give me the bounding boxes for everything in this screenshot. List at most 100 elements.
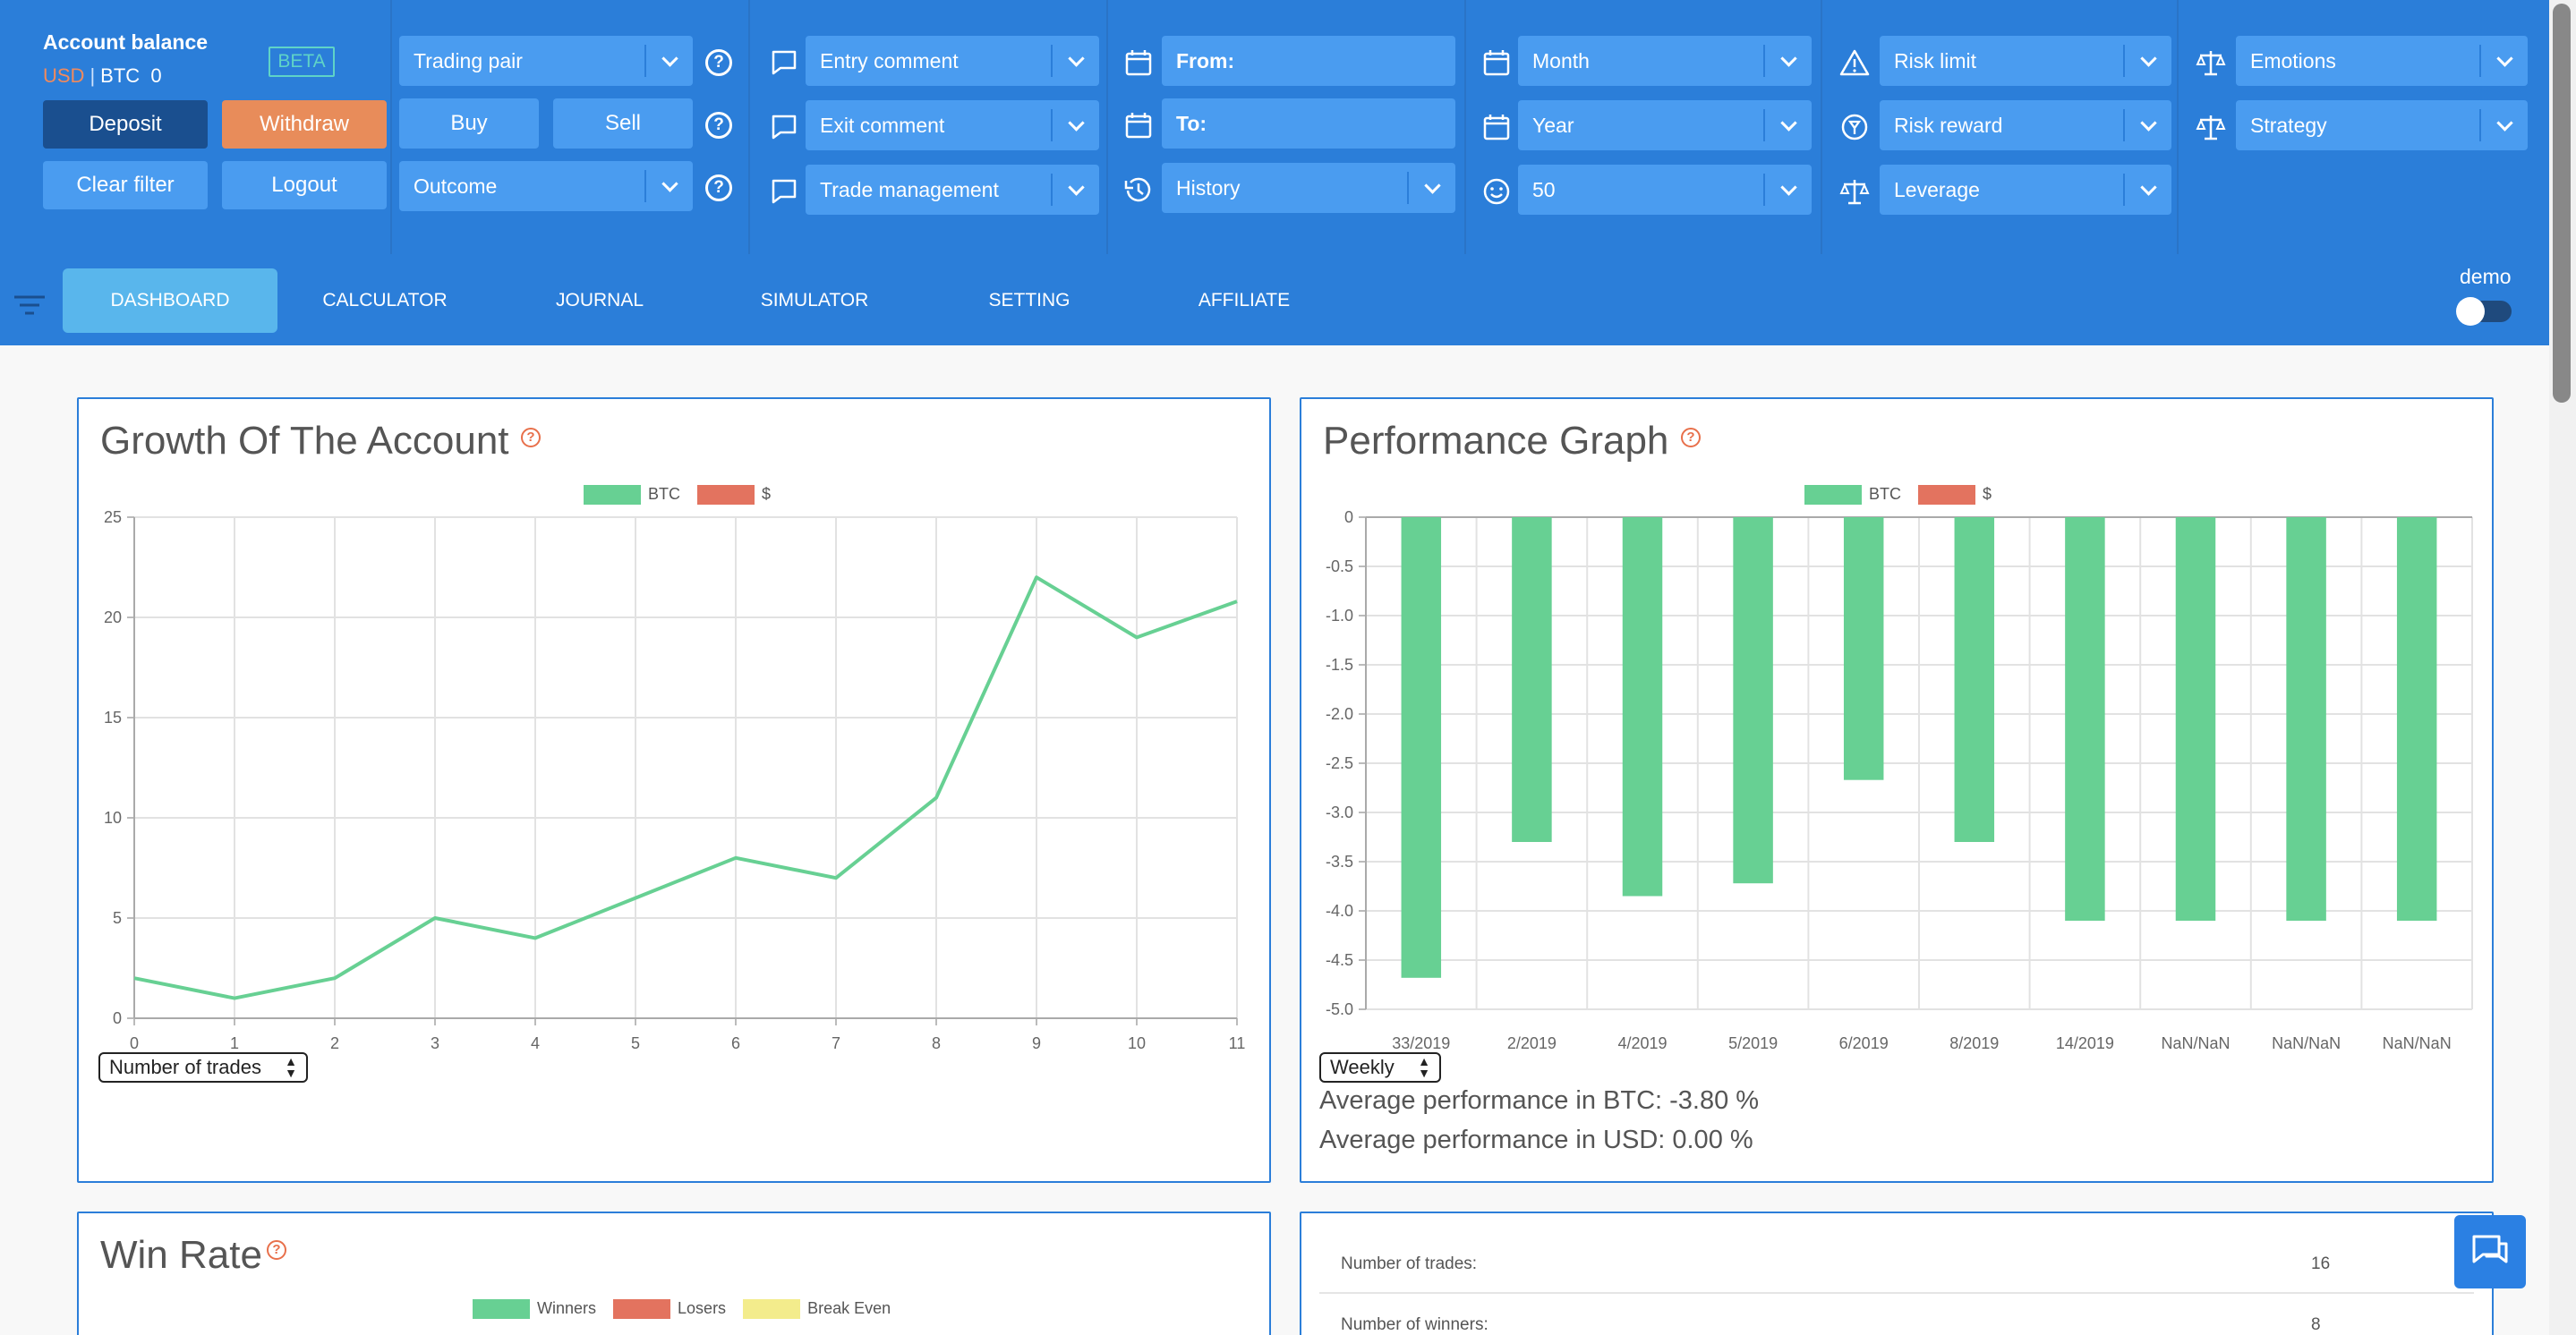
- legend-item-btc[interactable]: BTC: [1804, 485, 1901, 506]
- chat-button[interactable]: [2454, 1215, 2526, 1288]
- emotions-select[interactable]: Emotions: [2236, 36, 2528, 86]
- exit-comment-select[interactable]: Exit comment: [806, 100, 1099, 150]
- growth-mode-select[interactable]: Number of trades ▲ ▼: [98, 1052, 308, 1083]
- year-label: Year: [1532, 114, 1574, 137]
- year-select[interactable]: Year: [1518, 100, 1812, 150]
- performance-period-select[interactable]: Weekly ▲ ▼: [1319, 1052, 1441, 1083]
- performance-legend: BTC $: [1804, 485, 2004, 506]
- select-arrows-icon: ▲ ▼: [285, 1054, 297, 1080]
- performance-period-label: Weekly: [1330, 1056, 1395, 1078]
- chevron-down-icon: [1051, 45, 1099, 77]
- y-tick-label: -1.5: [1326, 656, 1353, 674]
- scrollbar-thumb[interactable]: [2553, 4, 2571, 403]
- tab-dashboard[interactable]: DASHBOARD: [63, 268, 277, 333]
- x-tick-label: 4/2019: [1617, 1034, 1667, 1052]
- risk-reward-icon: [1838, 111, 1871, 143]
- count-select[interactable]: 50: [1518, 165, 1812, 215]
- legend-label-btc: BTC: [1869, 485, 1901, 503]
- y-tick-label: -1.0: [1326, 607, 1353, 625]
- btc-series-line: [133, 575, 1238, 1000]
- from-date-input[interactable]: From:: [1162, 36, 1455, 86]
- tab-journal[interactable]: JOURNAL: [555, 290, 644, 310]
- x-tick-label: 33/2019: [1392, 1034, 1450, 1052]
- legend-item-btc[interactable]: BTC: [584, 485, 680, 506]
- x-tick-label: 2/2019: [1507, 1034, 1557, 1052]
- currency-btc: BTC: [100, 64, 141, 87]
- legend-swatch-winners: [473, 1299, 530, 1320]
- legend-item-break-even[interactable]: Break Even: [743, 1299, 891, 1320]
- tab-setting[interactable]: SETTING: [988, 290, 1070, 310]
- x-tick-label: 14/2019: [2056, 1034, 2114, 1052]
- demo-label: demo: [2460, 265, 2512, 288]
- help-icon[interactable]: ?: [1681, 428, 1701, 447]
- btc-balance-value: 0: [150, 64, 162, 87]
- warning-icon: [1838, 47, 1871, 79]
- month-select[interactable]: Month: [1518, 36, 1812, 86]
- scale-icon: [2195, 111, 2227, 143]
- chevron-down-icon: [644, 170, 693, 202]
- legend-swatch-break-even: [743, 1299, 801, 1320]
- y-tick-label: 5: [113, 909, 122, 927]
- y-tick-label: -2.5: [1326, 754, 1353, 772]
- tab-calculator[interactable]: CALCULATOR: [322, 290, 448, 310]
- history-select[interactable]: History: [1162, 163, 1455, 213]
- deposit-button[interactable]: Deposit: [43, 100, 208, 149]
- risk-reward-select[interactable]: Risk reward: [1880, 100, 2171, 150]
- leverage-label: Leverage: [1894, 178, 1980, 201]
- entry-comment-select[interactable]: Entry comment: [806, 36, 1099, 86]
- outcome-select[interactable]: Outcome: [399, 161, 693, 211]
- legend-item-usd[interactable]: $: [1918, 485, 1992, 506]
- demo-toggle[interactable]: [2456, 297, 2512, 326]
- leverage-select[interactable]: Leverage: [1880, 165, 2171, 215]
- bar-btc: [2065, 517, 2105, 921]
- filter-icon[interactable]: [13, 293, 47, 317]
- to-date-input[interactable]: To:: [1162, 98, 1455, 149]
- stat-label: Number of winners:: [1341, 1315, 1488, 1334]
- logout-button[interactable]: Logout: [222, 161, 387, 209]
- risk-reward-label: Risk reward: [1894, 114, 2003, 137]
- scrollbar[interactable]: [2549, 0, 2576, 1335]
- trade-management-select[interactable]: Trade management: [806, 165, 1099, 215]
- trading-pair-select[interactable]: Trading pair: [399, 36, 693, 86]
- entry-comment-label: Entry comment: [820, 49, 959, 72]
- performance-bar-chart: 0 -0.5 -1.0 -1.5 -2.0 -2.5 -3.0 -3.5 -4.0 -4.5 -5.…: [1326, 508, 2473, 1052]
- help-icon[interactable]: ?: [705, 174, 732, 201]
- chevron-down-icon: [2479, 109, 2528, 141]
- help-icon[interactable]: ?: [705, 49, 732, 76]
- calendar-icon: [1122, 109, 1155, 141]
- bar-btc: [1843, 517, 1884, 780]
- sell-button[interactable]: Sell: [553, 98, 693, 149]
- chat-icon: [2472, 1235, 2508, 1263]
- currency-usd: USD: [43, 64, 85, 87]
- beta-badge: BETA: [269, 47, 335, 77]
- clear-filter-button[interactable]: Clear filter: [43, 161, 208, 209]
- buy-button[interactable]: Buy: [399, 98, 539, 149]
- toolbar-divider: [2177, 0, 2179, 254]
- tab-affiliate[interactable]: AFFILIATE: [1198, 290, 1291, 310]
- tab-simulator[interactable]: SIMULATOR: [760, 290, 869, 310]
- legend-label-winners: Winners: [537, 1299, 597, 1317]
- risk-limit-select[interactable]: Risk limit: [1880, 36, 2171, 86]
- y-tick-label: 10: [104, 809, 122, 827]
- growth-title: Growth Of The Account: [100, 419, 509, 463]
- stat-value: 16: [2311, 1254, 2331, 1273]
- outcome-label: Outcome: [414, 174, 498, 198]
- y-tick-label: -5.0: [1326, 1000, 1353, 1018]
- help-icon[interactable]: ?: [521, 428, 541, 447]
- x-tick-label: NaN/NaN: [2161, 1034, 2230, 1052]
- legend-item-usd[interactable]: $: [697, 485, 771, 506]
- chevron-down-icon: [1051, 109, 1099, 141]
- x-tick-label: 6/2019: [1839, 1034, 1889, 1052]
- legend-label-usd: $: [1983, 485, 1992, 503]
- toolbar-divider: [1821, 0, 1822, 254]
- withdraw-button[interactable]: Withdraw: [222, 100, 387, 149]
- legend-item-losers[interactable]: Losers: [613, 1299, 726, 1320]
- help-icon[interactable]: ?: [705, 112, 732, 139]
- help-icon[interactable]: ?: [267, 1240, 286, 1260]
- bar-btc: [1512, 517, 1552, 842]
- strategy-select[interactable]: Strategy: [2236, 100, 2528, 150]
- x-tick-label: 11: [1229, 1034, 1246, 1052]
- winrate-legend: Winners Losers Break Even: [473, 1299, 903, 1320]
- history-label: History: [1176, 176, 1241, 200]
- legend-item-winners[interactable]: Winners: [473, 1299, 597, 1320]
